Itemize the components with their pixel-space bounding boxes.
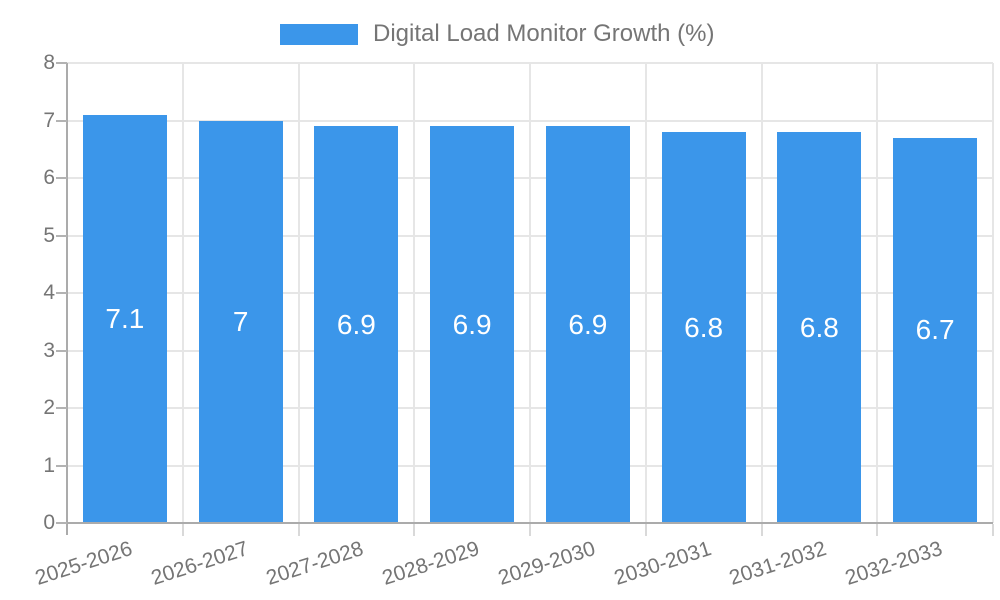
y-tick-label: 2 — [43, 396, 55, 419]
v-gridline — [297, 63, 300, 523]
y-tick-label: 8 — [43, 51, 55, 74]
bar-2032-2033 — [893, 137, 978, 523]
y-tick-label: 1 — [43, 453, 55, 477]
y-tick-label: 5 — [43, 223, 55, 247]
v-gridline — [644, 63, 647, 523]
y-tick-label: 7 — [43, 108, 55, 132]
x-tick-mark — [644, 524, 647, 536]
y-tick-label: 6 — [43, 166, 55, 189]
v-gridline — [181, 63, 184, 523]
x-tick-mark — [413, 524, 416, 536]
y-tick-mark — [56, 177, 67, 179]
x-tick-mark — [181, 524, 184, 536]
y-tick-label: 0 — [43, 511, 55, 534]
y-axis-line — [66, 63, 68, 535]
v-gridline — [413, 63, 416, 523]
bar-value-label: 6.8 — [799, 311, 839, 343]
bar-value-label: 7 — [232, 305, 249, 337]
x-tick-label: 2025-2026 — [32, 537, 135, 590]
x-tick-label: 2026-2027 — [148, 537, 251, 590]
y-tick-label: 3 — [43, 338, 55, 362]
bar-value-label: 6.9 — [336, 308, 376, 340]
x-tick-label: 2032-2033 — [842, 537, 946, 590]
v-gridline — [529, 63, 531, 523]
y-tick-mark — [56, 62, 67, 64]
x-tick-mark — [992, 524, 994, 536]
bar-value-label: 6.8 — [684, 311, 724, 343]
y-tick-mark — [56, 349, 67, 352]
bar-2029-2030 — [545, 126, 630, 523]
y-tick-mark — [56, 522, 67, 524]
x-tick-label: 2031-2032 — [726, 537, 830, 590]
bar-value-label: 6.9 — [568, 308, 608, 340]
bar-2030-2031 — [661, 132, 746, 523]
y-tick-mark — [56, 464, 67, 467]
bar-2031-2032 — [777, 132, 862, 523]
y-tick-mark — [56, 234, 67, 237]
x-tick-mark — [529, 524, 531, 536]
x-tick-label: 2029-2030 — [495, 537, 598, 590]
v-gridline — [876, 63, 879, 523]
bar-2027-2028 — [314, 126, 399, 523]
y-tick-mark — [56, 119, 67, 122]
v-gridline — [760, 63, 763, 523]
x-tick-label: 2028-2029 — [379, 537, 483, 590]
legend[interactable]: Digital Load Monitor Growth (%) — [280, 22, 714, 46]
x-tick-mark — [760, 524, 763, 536]
bar-2026-2027 — [198, 120, 283, 523]
x-tick-label: 2030-2031 — [611, 537, 714, 590]
bar-value-label: 6.9 — [452, 308, 492, 340]
x-axis-line — [66, 522, 993, 524]
legend-label: Digital Load Monitor Growth (%) — [373, 20, 715, 47]
legend-swatch-icon — [280, 23, 358, 45]
x-tick-label: 2027-2028 — [263, 537, 367, 590]
x-tick-mark — [876, 524, 879, 536]
bar-value-label: 6.7 — [915, 314, 955, 346]
v-gridline — [992, 63, 994, 523]
bar-2028-2029 — [430, 126, 515, 523]
y-tick-label: 4 — [43, 281, 55, 304]
x-tick-mark — [297, 524, 300, 536]
y-tick-mark — [56, 292, 67, 294]
bar-value-label: 7.1 — [105, 302, 145, 334]
y-tick-mark — [56, 407, 67, 409]
bar-2025-2026 — [82, 114, 167, 523]
